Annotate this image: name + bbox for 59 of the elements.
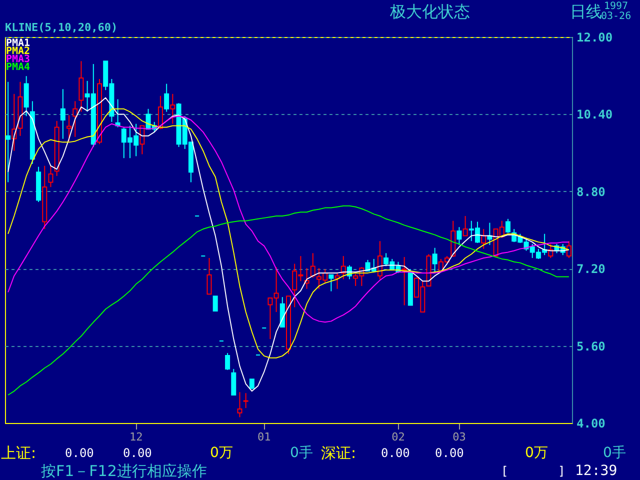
y-tick-label: 5.60: [576, 339, 606, 354]
candlestick: [78, 60, 84, 112]
text: 上证:: [1, 444, 36, 462]
line-series: [8, 205, 570, 396]
text: 0.00: [381, 446, 410, 460]
text: 03-26: [601, 11, 632, 22]
x-tick-label: 12: [129, 430, 143, 444]
candlestick: [280, 296, 285, 328]
text: 0万: [210, 445, 233, 461]
candlestick: [6, 81, 11, 183]
candlestick: [432, 247, 438, 272]
candlestick: [225, 352, 230, 370]
candlestick: [243, 392, 248, 409]
text: 日线: [570, 2, 602, 21]
x-tick-label: 03: [452, 430, 466, 444]
candlestick: [505, 218, 510, 234]
text: [: [501, 464, 508, 478]
candlestick: [310, 252, 316, 278]
candlestick: [72, 100, 78, 138]
y-tick-label: 8.80: [576, 184, 606, 199]
text: PMA4: [6, 62, 30, 73]
text: 0.00: [435, 446, 464, 460]
candlestick: [24, 76, 29, 117]
candlestick: [231, 368, 236, 396]
candlestick: [328, 274, 334, 292]
y-tick-label: 7.20: [576, 262, 606, 276]
candlestick: [164, 83, 170, 112]
text: 深证:: [321, 444, 356, 462]
candlestick: [170, 93, 176, 124]
y-tick-label: 12.00: [576, 30, 613, 44]
text: 12:39: [575, 463, 618, 479]
text: 1997: [604, 1, 628, 12]
candlestick: [481, 228, 486, 250]
y-tick-label: 4.00: [576, 416, 606, 430]
chart-subtitle: KLINE(5,10,20,60): [5, 21, 118, 34]
text: 0万: [525, 445, 548, 461]
chart-title: 极大化状态: [389, 2, 470, 21]
x-tick-label: 01: [257, 430, 271, 444]
candlestick: [158, 95, 163, 130]
text: 0.00: [123, 446, 152, 460]
x-tick-label: 02: [392, 430, 405, 444]
candlestick: [206, 257, 212, 295]
candlestick: [334, 272, 340, 290]
text: 0手: [603, 445, 626, 461]
candlestick: [340, 256, 346, 280]
candlestick: [212, 296, 218, 312]
candlestick: [60, 88, 66, 140]
candlestick: [402, 256, 407, 306]
y-tick-label: 10.40: [576, 108, 613, 122]
text: 0.00: [65, 446, 94, 460]
candlestick: [456, 226, 462, 246]
candlestick: [237, 392, 242, 418]
candlestick: [377, 240, 382, 280]
candlestick: [48, 165, 54, 188]
text: 0手: [290, 445, 313, 461]
candlestick: [66, 114, 72, 142]
text: ]: [558, 464, 566, 478]
text: 按F1－F12进行相应操作: [41, 462, 207, 480]
candlestick: [462, 216, 468, 236]
